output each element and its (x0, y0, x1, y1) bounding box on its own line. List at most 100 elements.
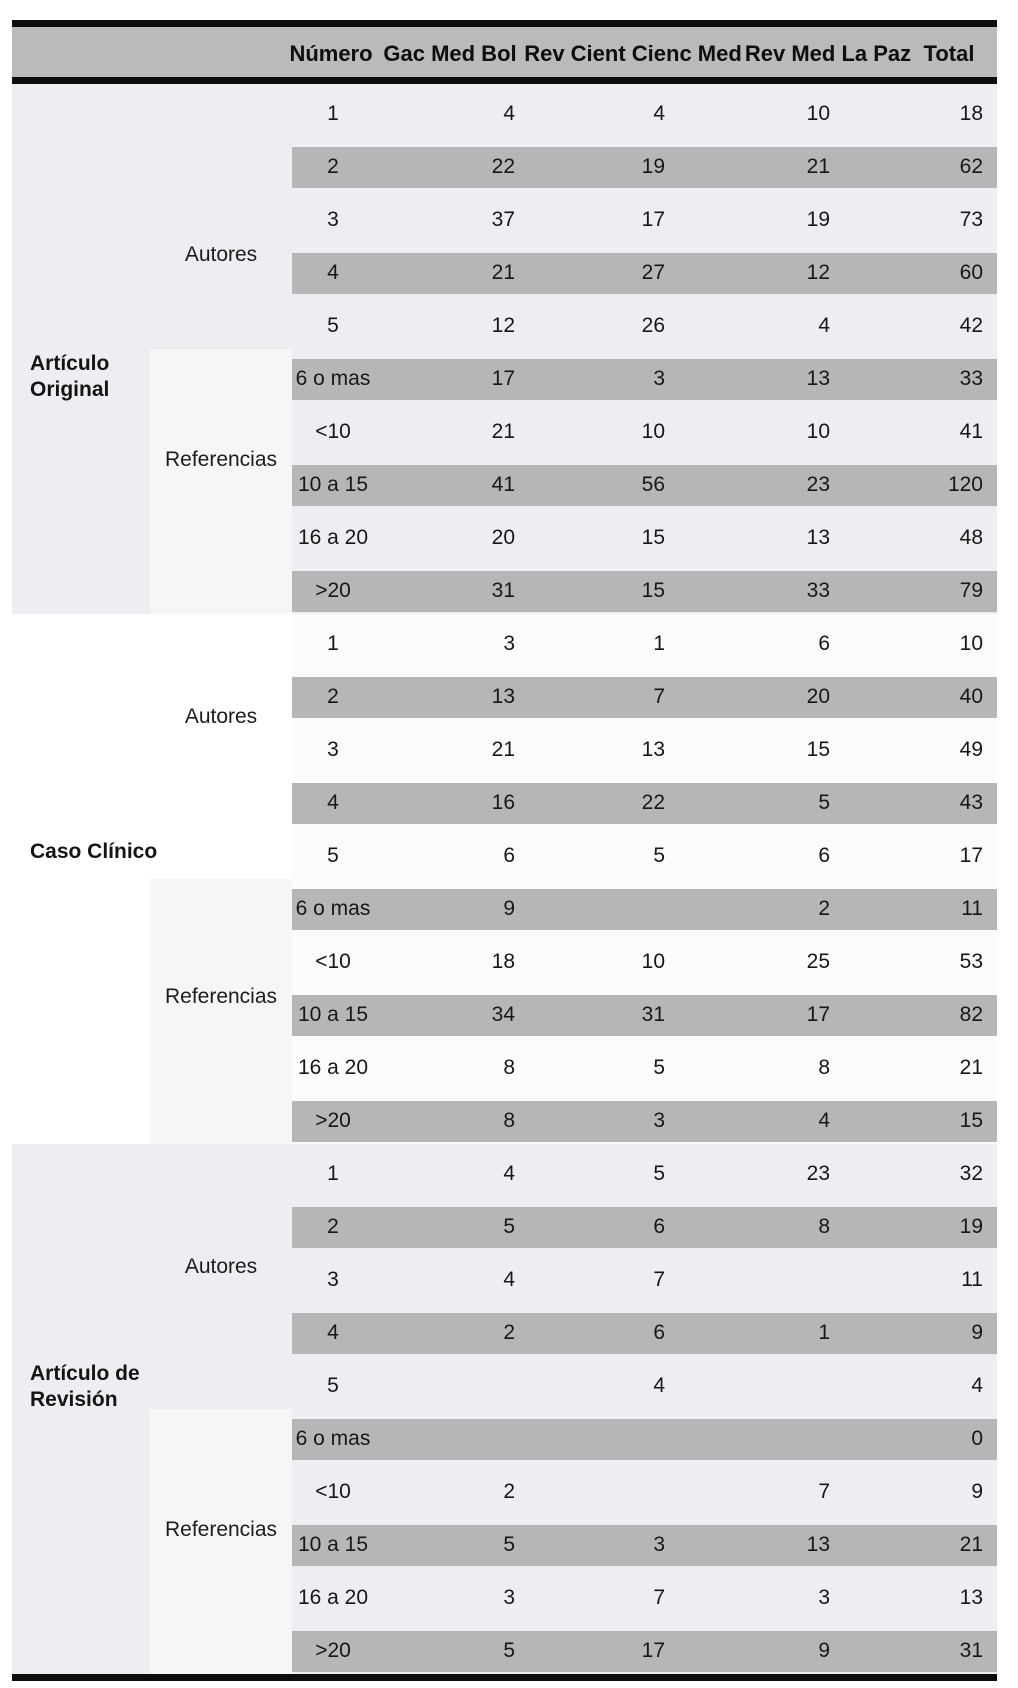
row-stripe (292, 889, 997, 930)
section-column-spacer (12, 1515, 150, 1568)
cell-gac-med-bol: 41 (491, 473, 515, 496)
table-row: 3 21 13 15 49 (12, 720, 997, 773)
cell-gac-med-bol: 5 (503, 1215, 515, 1238)
table-row: 1 3 1 6 10 (12, 614, 997, 667)
row-stripe (292, 465, 997, 506)
cell-gac-med-bol: 6 (503, 844, 515, 867)
section-column-spacer (12, 296, 150, 349)
group-column-spacer (150, 1091, 292, 1144)
cell-numero: 6 o mas (295, 1427, 371, 1450)
row-data-area: 6 o mas 17 3 13 33 (292, 349, 997, 402)
cell-numero: 5 (327, 314, 339, 337)
cell-total: 19 (959, 1215, 983, 1238)
row-data-area: 4 16 22 5 43 (292, 773, 997, 826)
cell-rev-med-la-paz: 10 (806, 420, 830, 443)
group-column-spacer (150, 349, 292, 402)
row-stripe (292, 783, 997, 824)
row-data-area: 5 4 4 (292, 1356, 997, 1409)
row-stripe (292, 995, 997, 1036)
group-label: Autores (184, 243, 258, 266)
cell-numero: 6 o mas (295, 897, 371, 920)
table-header-row: Número Gac Med Bol Rev Cient Cienc Med R… (12, 27, 997, 77)
cell-numero: 16 a 20 (297, 1586, 369, 1609)
group-label: Referencias (164, 985, 278, 1008)
cell-rev-med-la-paz: 6 (818, 632, 830, 655)
cell-total: 41 (959, 420, 983, 443)
cell-numero: >20 (315, 1639, 351, 1662)
row-data-area: 6 o mas 9 2 11 (292, 879, 997, 932)
referencias-column-block (150, 349, 292, 614)
cell-numero: 5 (327, 844, 339, 867)
row-stripe (292, 1313, 997, 1354)
table-row: 10 a 15 41 56 23 120 (12, 455, 997, 508)
cell-rev-cient-cienc-med: 19 (641, 155, 665, 178)
summary-table: Número Gac Med Bol Rev Cient Cienc Med R… (12, 20, 997, 1681)
cell-rev-med-la-paz (671, 1356, 838, 1409)
table-row: 10 a 15 34 31 17 82 (12, 985, 997, 1038)
section-column-spacer (12, 1303, 150, 1356)
section-label: Artículo Original (30, 352, 110, 401)
cell-gac-med-bol: 4 (503, 1162, 515, 1185)
table-row: 10 a 15 5 3 13 21 (12, 1515, 997, 1568)
cell-rev-med-la-paz: 3 (818, 1586, 830, 1609)
cell-total: 43 (959, 791, 983, 814)
group-column-spacer (150, 1621, 292, 1674)
table-row: <10 2 7 9 (12, 1462, 997, 1515)
cell-numero: 1 (327, 1162, 339, 1185)
group-column-spacer (150, 614, 292, 667)
cell-gac-med-bol: 9 (503, 897, 515, 920)
section-column-spacer (12, 667, 150, 720)
cell-total: 73 (959, 208, 983, 231)
cell-rev-med-la-paz: 15 (806, 738, 830, 761)
section-column-spacer (12, 932, 150, 985)
cell-rev-cient-cienc-med: 31 (641, 1003, 665, 1026)
cell-rev-med-la-paz: 2 (818, 897, 830, 920)
table-row: 3 4 7 11 (12, 1250, 997, 1303)
section-column-spacer (12, 1091, 150, 1144)
cell-gac-med-bol: 8 (503, 1056, 515, 1079)
cell-numero: 2 (327, 685, 339, 708)
cell-total: 62 (959, 155, 983, 178)
row-data-area: 1 4 5 23 32 (292, 1144, 997, 1197)
cell-total: 48 (959, 526, 983, 549)
cell-rev-cient-cienc-med: 10 (641, 950, 665, 973)
cell-rev-cient-cienc-med: 7 (653, 1586, 665, 1609)
group-label: Autores (184, 1255, 258, 1278)
cell-numero: 4 (327, 261, 339, 284)
row-stripe (292, 677, 997, 718)
table-row: 16 a 20 3 7 3 13 (12, 1568, 997, 1621)
cell-rev-med-la-paz: 4 (818, 314, 830, 337)
row-data-area: <10 2 7 9 (292, 1462, 997, 1515)
cell-rev-cient-cienc-med: 5 (653, 1056, 665, 1079)
row-data-area: >20 31 15 33 79 (292, 561, 997, 614)
cell-gac-med-bol: 3 (503, 632, 515, 655)
cell-total: 21 (959, 1056, 983, 1079)
table-row: >20 8 3 4 15 (12, 1091, 997, 1144)
cell-rev-cient-cienc-med: 7 (653, 685, 665, 708)
group-column-spacer (150, 84, 292, 137)
cell-gac-med-bol: 5 (503, 1639, 515, 1662)
cell-numero: 1 (327, 632, 339, 655)
table-row: 2 5 6 8 19 (12, 1197, 997, 1250)
cell-rev-cient-cienc-med: 15 (641, 579, 665, 602)
cell-rev-med-la-paz: 13 (806, 526, 830, 549)
column-header-rev-med-la-paz: Rev Med La Paz (744, 41, 912, 66)
cell-total: 82 (959, 1003, 983, 1026)
group-column-spacer (150, 137, 292, 190)
group-column-spacer (150, 826, 292, 879)
cell-gac-med-bol: 21 (491, 738, 515, 761)
table-row: 4 21 27 12 60 (12, 243, 997, 296)
cell-rev-med-la-paz (671, 1250, 838, 1303)
table-top-border (12, 20, 997, 27)
row-stripe (292, 253, 997, 294)
group-label: Referencias (164, 448, 278, 471)
cell-rev-med-la-paz: 5 (818, 791, 830, 814)
cell-gac-med-bol: 31 (491, 579, 515, 602)
row-data-area: 6 o mas 0 (292, 1409, 997, 1462)
cell-rev-cient-cienc-med: 22 (641, 791, 665, 814)
cell-gac-med-bol: 4 (503, 1268, 515, 1291)
row-data-area: 4 2 6 1 9 (292, 1303, 997, 1356)
row-stripe (292, 1101, 997, 1142)
cell-rev-cient-cienc-med (521, 879, 671, 932)
table-row: 1 4 5 23 32 (12, 1144, 997, 1197)
